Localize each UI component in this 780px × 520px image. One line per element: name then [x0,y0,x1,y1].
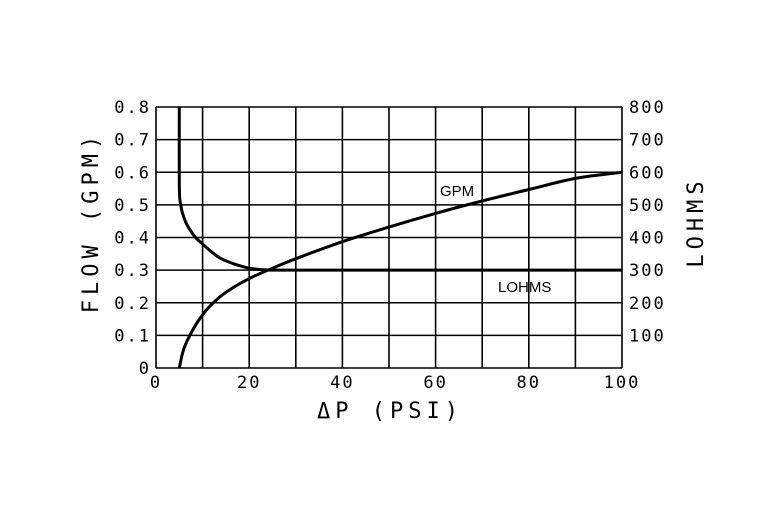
y-tick-label-left: 0.4 [114,229,151,249]
tick-labels: 0 20 40 60 80 100 0 0.1 0.2 0.3 0.4 0.5 0.6 0.7 0.8 100… [114,98,666,393]
y-tick-label-right: 100 [629,326,666,346]
y-tick-label-right: 400 [629,229,666,249]
y-tick-label-left: 0 [139,359,151,379]
y-tick-label-left: 0.8 [114,98,151,118]
series-label-lohms: LOHMS [498,279,551,296]
y-axis-title-left: FLOW (GPM) [79,131,104,313]
x-tick-label: 40 [330,373,354,393]
y-tick-label-right: 300 [629,261,666,281]
x-tick-label: 100 [604,373,641,393]
grid [155,106,623,369]
y-tick-label-left: 0.1 [114,326,151,346]
y-tick-label-right: 800 [629,98,666,118]
y-axis-title-right: LOHMS [684,176,709,267]
y-tick-label-right: 700 [629,131,666,151]
y-tick-label-left: 0.2 [114,294,151,314]
x-tick-label: 0 [150,373,162,393]
x-tick-label: 60 [423,373,447,393]
y-tick-label-left: 0.5 [114,196,151,216]
y-tick-label-left: 0.6 [114,163,151,183]
y-tick-label-left: 0.7 [114,131,151,151]
series-line-gpm [177,170,623,369]
x-axis-title: ΔP (PSI) [317,399,463,424]
y-tick-label-right: 500 [629,196,666,216]
y-tick-label-right: 600 [629,163,666,183]
y-tick-label-left: 0.3 [114,261,151,281]
series-line-lohms [177,106,622,272]
curves [177,106,623,369]
x-tick-label: 80 [517,373,541,393]
y-tick-label-right: 200 [629,294,666,314]
series-label-gpm: GPM [440,183,474,200]
x-tick-label: 20 [237,373,261,393]
